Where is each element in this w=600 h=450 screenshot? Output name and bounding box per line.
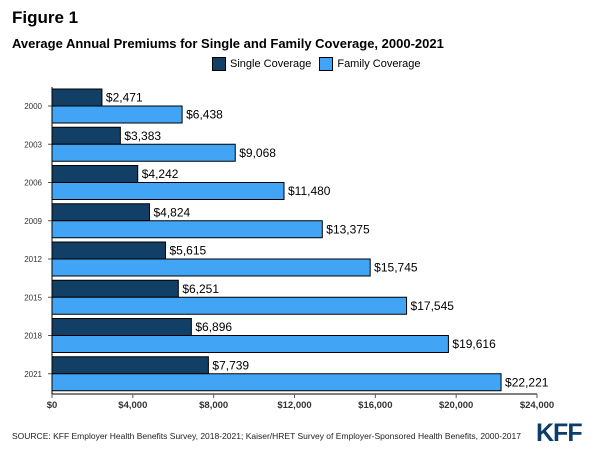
x-tick-label: $16,000	[358, 400, 392, 411]
bar-single	[51, 126, 121, 145]
data-label-family: $11,480	[288, 184, 331, 198]
y-tick-label: 2015	[24, 293, 42, 302]
data-label-single: $7,739	[212, 358, 249, 372]
data-label-single: $6,896	[195, 320, 232, 334]
legend-item-single: Single Coverage	[212, 57, 311, 71]
data-label-family: $17,545	[411, 299, 455, 313]
y-tick-label: 2012	[24, 255, 42, 264]
y-tick-label: 2003	[24, 140, 42, 149]
x-tick-label: $8,000	[199, 400, 228, 411]
y-tick-label: 2000	[24, 102, 42, 111]
x-tick-label: $0	[47, 400, 58, 411]
y-tick-label: 2018	[24, 332, 42, 341]
legend-label-single: Single Coverage	[230, 58, 312, 70]
x-tick-label: $20,000	[439, 400, 473, 411]
bar-chart: 2000 $2,471 $6,438 2003 $3,383 $9,068 2006 $4,2…	[24, 87, 554, 411]
y-tick-label: 2006	[24, 179, 42, 188]
bar-single	[51, 241, 166, 260]
source-note: SOURCE: KFF Employer Health Benefits Sur…	[12, 431, 521, 441]
x-tick-label: $24,000	[520, 400, 554, 411]
bar-family	[51, 258, 371, 277]
data-label-family: $6,438	[186, 108, 223, 122]
x-tick-label: $4,000	[118, 400, 147, 411]
bar-single	[51, 203, 150, 222]
y-tick-label: 2009	[24, 217, 42, 226]
data-label-family: $9,068	[239, 146, 276, 160]
chart-title: Average Annual Premiums for Single and F…	[12, 36, 444, 51]
y-tick-label: 2021	[24, 370, 42, 379]
bar-family	[51, 182, 285, 200]
data-label-family: $22,221	[505, 375, 549, 389]
legend-label-family: Family Coverage	[337, 58, 421, 70]
data-label-single: $4,824	[153, 205, 190, 219]
figure-label: Figure 1	[12, 8, 79, 27]
bar-single	[51, 356, 209, 375]
legend-item-family: Family Coverage	[319, 57, 420, 71]
data-label-family: $19,616	[452, 337, 496, 351]
bar-single	[51, 88, 103, 107]
bar-single	[51, 165, 139, 183]
bar-family	[51, 143, 236, 162]
kff-logo: KFF	[536, 419, 583, 447]
data-label-single: $3,383	[124, 129, 161, 143]
data-label-family: $13,375	[326, 222, 370, 236]
bar-family	[51, 220, 323, 239]
bar-family	[51, 373, 502, 392]
bar-single	[51, 318, 192, 336]
data-label-family: $15,745	[374, 261, 418, 275]
bar-family	[51, 105, 183, 124]
data-label-single: $4,242	[142, 167, 179, 181]
data-label-single: $6,251	[182, 282, 219, 296]
legend: Single Coverage Family Coverage	[212, 57, 428, 71]
data-label-single: $2,471	[106, 91, 143, 105]
legend-swatch-family	[319, 57, 334, 71]
bar-family	[51, 335, 449, 353]
bar-single	[51, 279, 179, 298]
x-tick-label: $12,000	[277, 400, 311, 411]
legend-swatch-single	[212, 57, 226, 71]
bar-family	[51, 296, 408, 315]
data-label-single: $5,615	[169, 244, 206, 258]
